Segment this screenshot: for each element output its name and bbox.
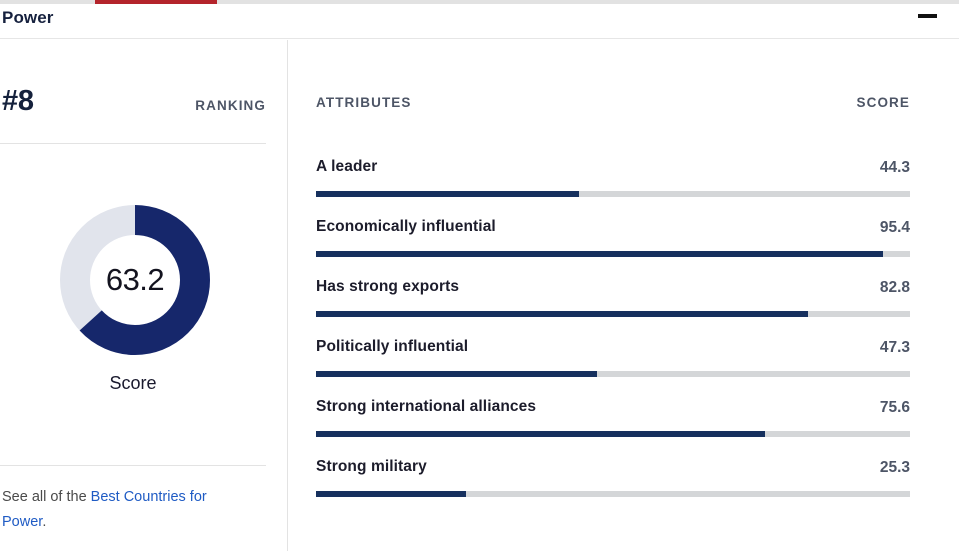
- see-all-suffix: .: [42, 514, 47, 530]
- donut-fill-arc: [60, 205, 210, 355]
- ranking-divider: [0, 143, 266, 144]
- attributes-list: A leader 44.3 Economically influential 95.4…: [316, 158, 910, 518]
- ranking-label: RANKING: [195, 98, 266, 113]
- score-donut-chart: 63.2: [60, 205, 210, 355]
- minus-icon[interactable]: [915, 6, 941, 30]
- attribute-bar-track: [316, 251, 910, 257]
- donut-svg: [60, 205, 210, 355]
- attribute-label: Economically influential: [316, 218, 496, 235]
- attribute-label: A leader: [316, 158, 378, 175]
- red-accent-bar: [95, 0, 217, 4]
- attributes-table-header: ATTRIBUTES SCORE: [316, 95, 910, 115]
- attribute-bar-fill: [316, 251, 883, 257]
- page-title: Power: [2, 8, 54, 27]
- attribute-row: Economically influential 95.4: [316, 218, 910, 278]
- attribute-bar-track: [316, 191, 910, 197]
- donut-score-value: 63.2: [105, 262, 165, 297]
- attribute-row: A leader 44.3: [316, 158, 910, 218]
- attribute-label: Strong international alliances: [316, 398, 537, 415]
- panel-header: Power: [0, 4, 959, 39]
- donut-caption: Score: [109, 373, 157, 393]
- panel-content: #8 RANKING 63.2 Score See all of the Bes…: [0, 40, 959, 551]
- see-all-text: See all of the Best Countries for Power.: [2, 485, 252, 535]
- attribute-bar-track: [316, 491, 910, 497]
- attribute-row: Strong military 25.3: [316, 458, 910, 518]
- attribute-row: Has strong exports 82.8: [316, 278, 910, 338]
- attribute-label: Has strong exports: [316, 278, 460, 295]
- attribute-row: Strong international alliances 75.6: [316, 398, 910, 458]
- attribute-label: Politically influential: [316, 338, 469, 355]
- ranking-row: #8 RANKING: [0, 85, 266, 130]
- attribute-score: 95.4: [879, 219, 910, 236]
- minus-icon-glyph: [918, 14, 937, 18]
- attribute-bar-fill: [316, 191, 580, 197]
- attribute-row: Politically influential 47.3: [316, 338, 910, 398]
- attribute-score: 44.3: [879, 159, 910, 176]
- attributes-column: ATTRIBUTES SCORE A leader 44.3 Economicall…: [289, 40, 959, 551]
- attribute-bar-track: [316, 311, 910, 317]
- top-accent-strip: [0, 0, 959, 4]
- attribute-bar-track: [316, 431, 910, 437]
- attribute-bar-fill: [316, 311, 808, 317]
- attribute-bar-fill: [316, 371, 597, 377]
- score-summary-column: #8 RANKING 63.2 Score See all of the Bes…: [0, 40, 288, 551]
- attributes-header-label: ATTRIBUTES: [316, 95, 412, 110]
- attribute-score: 75.6: [879, 399, 910, 416]
- best-countries-link[interactable]: Best Countries for Power: [2, 489, 207, 530]
- attribute-bar-fill: [316, 431, 766, 437]
- attribute-label: Strong military: [316, 458, 427, 475]
- score-header-label: SCORE: [856, 95, 910, 110]
- attribute-bar-fill: [316, 491, 467, 497]
- attribute-score: 82.8: [879, 279, 910, 296]
- attribute-score: 47.3: [879, 339, 910, 356]
- see-all-prefix: See all of the: [2, 489, 91, 505]
- attribute-score: 25.3: [879, 459, 910, 476]
- footer-divider: [0, 465, 266, 466]
- attribute-bar-track: [316, 371, 910, 377]
- ranking-value: #8: [2, 85, 34, 117]
